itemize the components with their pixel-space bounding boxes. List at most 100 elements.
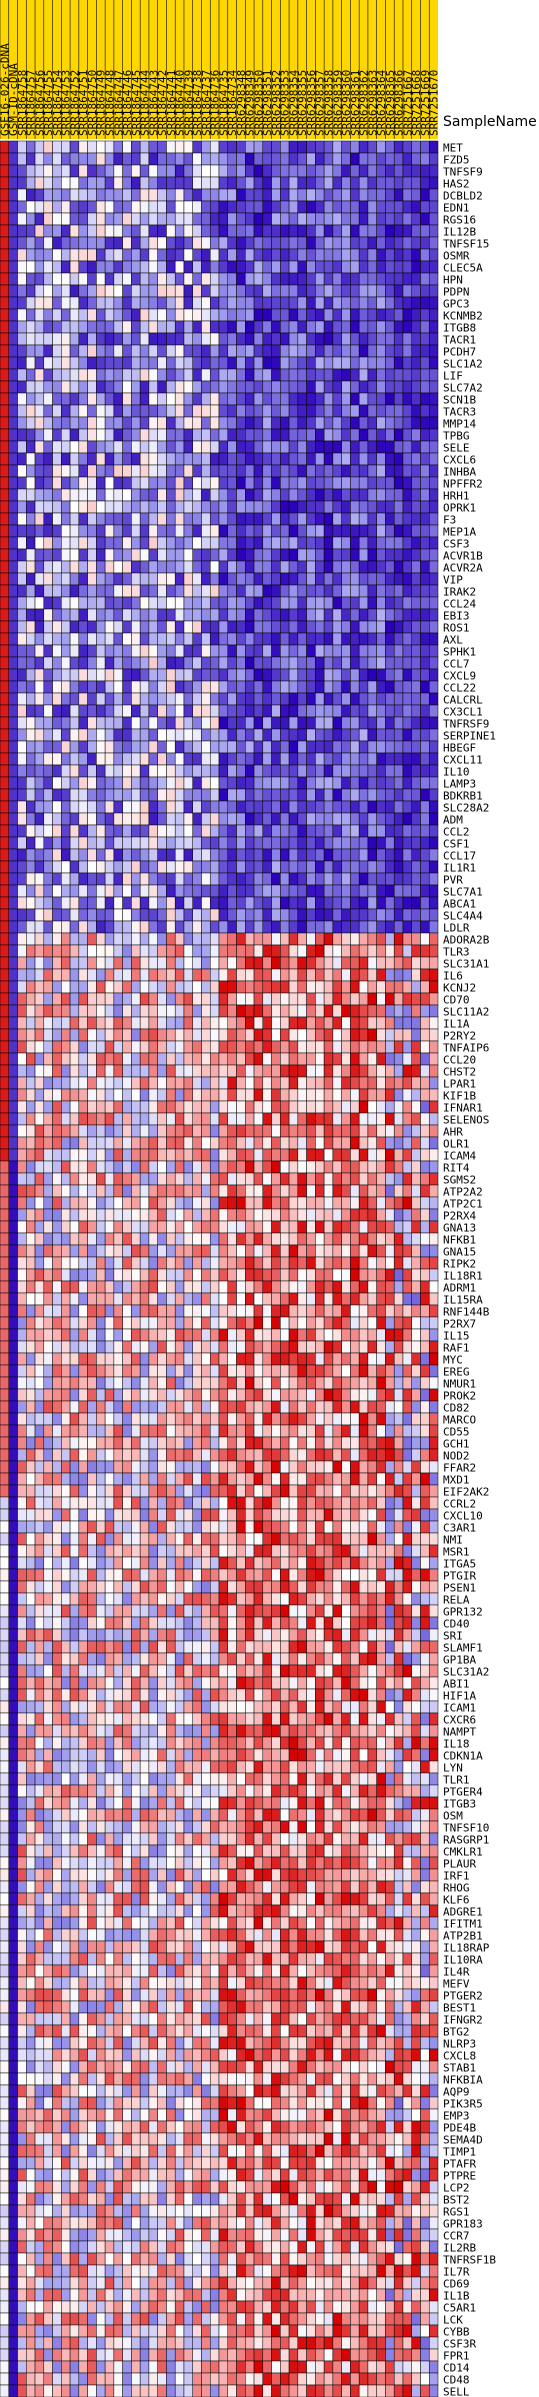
heatmap-cell [271, 896, 281, 910]
heatmap-cell [253, 1112, 264, 1126]
heatmap-cell [288, 764, 299, 778]
heatmap-cell [139, 488, 150, 502]
heatmap-cell [148, 1016, 158, 1030]
heatmap-cell [402, 1160, 412, 1174]
heatmap-cell [69, 224, 80, 238]
heatmap-cell [209, 368, 220, 382]
heatmap-cell [358, 968, 369, 982]
heatmap-cell [0, 260, 10, 274]
heatmap-cell [17, 596, 27, 610]
heatmap-cell [157, 896, 167, 910]
heatmap-cell [26, 344, 36, 358]
heatmap-cell [122, 944, 132, 958]
heatmap-cell [315, 1052, 325, 1066]
heatmap-cell [148, 812, 158, 826]
heatmap-cell [253, 344, 264, 358]
heatmap-cell [43, 584, 53, 598]
heatmap-cell [288, 656, 299, 670]
heatmap-cell [61, 896, 71, 910]
heatmap-cell [69, 344, 80, 358]
heatmap-cell [96, 224, 106, 238]
heatmap-cell [96, 968, 106, 982]
heatmap-cell [26, 896, 36, 910]
heatmap-cell [157, 1232, 167, 1246]
heatmap-cell [428, 668, 439, 682]
heatmap-cell [174, 212, 185, 226]
heatmap-cell [148, 1076, 158, 1090]
heatmap-cell [271, 1016, 281, 1030]
heatmap-cell [43, 1088, 53, 1102]
heatmap-cell [52, 788, 62, 802]
heatmap-cell [411, 464, 421, 478]
heatmap-cell [393, 200, 404, 214]
heatmap-cell [288, 1088, 299, 1102]
heatmap-cell [323, 1196, 334, 1210]
heatmap-cell [227, 392, 237, 406]
heatmap-cell [411, 140, 421, 154]
heatmap-cell [78, 1232, 88, 1246]
heatmap-cell [376, 236, 386, 250]
heatmap-cell [332, 872, 342, 886]
heatmap-cell [148, 932, 158, 946]
heatmap-cell [367, 1112, 377, 1126]
heatmap-cell [192, 584, 202, 598]
heatmap-cell [236, 740, 246, 754]
heatmap-cell [236, 956, 246, 970]
heatmap-cell [61, 260, 71, 274]
heatmap-cell [78, 896, 88, 910]
heatmap-cell [411, 440, 421, 454]
heatmap-cell [262, 836, 272, 850]
heatmap-cell [236, 1148, 246, 1162]
heatmap-cell [174, 560, 185, 574]
heatmap-cell [131, 140, 141, 154]
heatmap-cell [358, 356, 369, 370]
heatmap-cell [350, 740, 360, 754]
heatmap-cell [262, 512, 272, 526]
heatmap-cell [280, 392, 290, 406]
heatmap-cell [393, 572, 404, 586]
heatmap-cell [52, 572, 62, 586]
heatmap-cell [78, 548, 88, 562]
heatmap-cell [192, 1280, 202, 1294]
heatmap-cell [209, 980, 220, 994]
heatmap-cell [34, 1136, 45, 1150]
heatmap-cell [209, 932, 220, 946]
heatmap-cell [428, 1280, 439, 1294]
heatmap-cell [113, 692, 123, 706]
heatmap-cell [218, 164, 229, 178]
heatmap-cell [428, 200, 439, 214]
heatmap-cell [411, 704, 421, 718]
heatmap-cell [174, 608, 185, 622]
heatmap-cell [411, 1232, 421, 1246]
heatmap-cell [420, 284, 430, 298]
heatmap-cell [43, 140, 53, 154]
heatmap-cell [245, 620, 255, 634]
heatmap-cell [69, 356, 80, 370]
heatmap-cell [245, 536, 255, 550]
heatmap-cell [131, 164, 141, 178]
heatmap-cell [420, 1148, 430, 1162]
heatmap-cell [420, 860, 430, 874]
heatmap-cell [17, 1004, 27, 1018]
heatmap-cell [69, 548, 80, 562]
heatmap-cell [218, 476, 229, 490]
heatmap-cell [43, 272, 53, 286]
heatmap-cell [411, 680, 421, 694]
heatmap-cell [262, 404, 272, 418]
heatmap-cell [367, 548, 377, 562]
heatmap-cell [323, 380, 334, 394]
heatmap-cell [253, 1076, 264, 1090]
heatmap-cell [69, 656, 80, 670]
heatmap-cell [341, 920, 351, 934]
heatmap-cell [297, 764, 307, 778]
heatmap-cell [402, 596, 412, 610]
heatmap-cell [8, 824, 18, 838]
heatmap-cell [236, 512, 246, 526]
heatmap-cell [280, 644, 290, 658]
heatmap-cell [52, 1280, 62, 1294]
heatmap-cell [78, 1220, 88, 1234]
heatmap-cell [174, 968, 185, 982]
heatmap-cell [131, 1304, 141, 1318]
heatmap-cell [393, 1280, 404, 1294]
heatmap-cell [157, 836, 167, 850]
